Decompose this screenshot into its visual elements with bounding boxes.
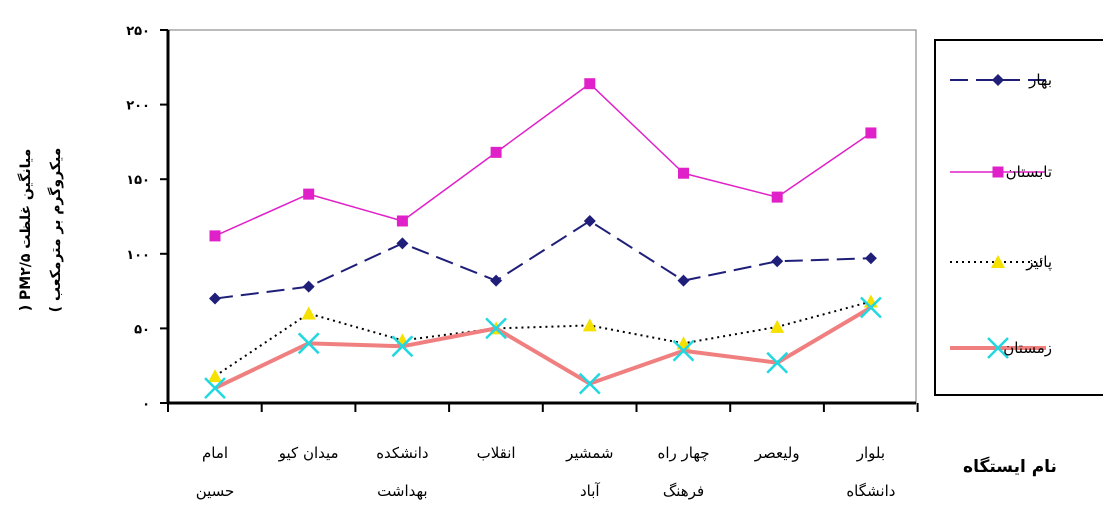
data-point [485, 317, 507, 340]
data-point [672, 339, 695, 362]
series-1 [209, 214, 877, 305]
data-point [391, 335, 414, 358]
data-point [490, 274, 503, 287]
y-tick-label: ۱۵۰ [126, 173, 150, 188]
legend-item: بهار [950, 71, 1052, 89]
x-tick-label: دانشکده [376, 444, 428, 462]
data-point [992, 74, 1004, 86]
y-axis-title-line2: میکروگرم بر مترمکعب ) [47, 148, 64, 313]
series-line [214, 305, 872, 390]
data-point [209, 230, 221, 242]
y-tick-label: ۰ [142, 397, 150, 412]
x-marker-stroke [391, 335, 414, 358]
data-point [209, 292, 221, 305]
data-point [770, 319, 785, 333]
legend-item: تابستان [950, 163, 1052, 181]
data-point [396, 215, 408, 227]
data-point [678, 167, 689, 179]
data-point [582, 318, 597, 332]
series-2 [209, 78, 877, 242]
data-point [297, 332, 320, 355]
plot-area [167, 29, 917, 404]
y-tick-label: ۵۰ [134, 322, 150, 337]
data-point [208, 369, 222, 383]
x-tick-label: انقلاب [477, 444, 516, 462]
legend-box [934, 39, 1103, 396]
x-marker-stroke [297, 332, 320, 355]
legend-item: پائیز [950, 253, 1052, 272]
legend-label: زمستان [1003, 339, 1052, 357]
y-tick-label: ۲۰۰ [126, 99, 150, 114]
data-point [766, 351, 789, 374]
data-point [991, 255, 1005, 268]
legend-label: تابستان [1006, 163, 1052, 181]
x-tick-label: حسین [196, 482, 235, 500]
data-point [992, 166, 1004, 178]
axis-titles: میانگین غلظت PM۲/۵ ( میکروگرم بر مترمکعب… [17, 148, 1057, 477]
x-tick-label: فرهنگ [663, 482, 704, 500]
x-marker-stroke [578, 372, 601, 395]
x-tick-label: میدان کیو [278, 444, 339, 462]
data-point [303, 188, 315, 200]
x-tick-label: چهار راه [657, 444, 709, 462]
data-point [864, 252, 877, 265]
data-point [302, 280, 315, 293]
legend: بهار تابستان پائیز زمستان [950, 71, 1052, 359]
x-marker-stroke [860, 296, 882, 319]
x-tick-label: ولیعصر [754, 444, 800, 462]
data-point [865, 127, 877, 139]
axes: ۰ ۵۰ ۱۰۰ ۱۵۰ ۲۰۰ ۲۵۰ امام حسین میدان کیو دانشکده ب… [126, 24, 919, 500]
data-point [396, 237, 409, 250]
legend-label: پائیز [1025, 253, 1052, 272]
data-point [860, 296, 882, 319]
data-point [490, 146, 502, 158]
data-point [677, 274, 690, 287]
x-tick-label: دانشگاه [846, 482, 895, 500]
x-marker-stroke [766, 351, 789, 374]
data-point [584, 78, 596, 90]
data-point [204, 377, 226, 399]
x-axis-title: نام ایستگاه [963, 456, 1057, 477]
data-point [771, 255, 784, 268]
series-line [214, 219, 871, 300]
x-marker-stroke [485, 317, 507, 340]
x-tick-label: بلوار [856, 444, 885, 462]
data-point [301, 306, 316, 320]
legend-item: زمستان [950, 337, 1052, 359]
y-axis-title-line1: میانگین غلظت PM۲/۵ ( [17, 149, 34, 312]
data-point [771, 191, 783, 203]
data-point [987, 337, 1009, 359]
y-tick-label: ۲۵۰ [126, 24, 150, 39]
x-tick-label: بهداشت [377, 482, 427, 500]
data-point [583, 214, 596, 227]
y-tick-label: ۱۰۰ [126, 248, 150, 263]
x-marker-stroke [987, 337, 1009, 359]
x-tick-label: آباد [580, 482, 600, 500]
series-line [214, 82, 872, 237]
x-marker-stroke [672, 339, 695, 362]
series-4 [204, 296, 882, 399]
legend-label: بهار [1028, 71, 1052, 89]
series-layer [204, 78, 882, 399]
data-point [578, 372, 601, 395]
x-marker-stroke [204, 377, 226, 399]
x-tick-label: امام [202, 444, 228, 462]
x-tick-label: شمشیر [565, 444, 613, 462]
